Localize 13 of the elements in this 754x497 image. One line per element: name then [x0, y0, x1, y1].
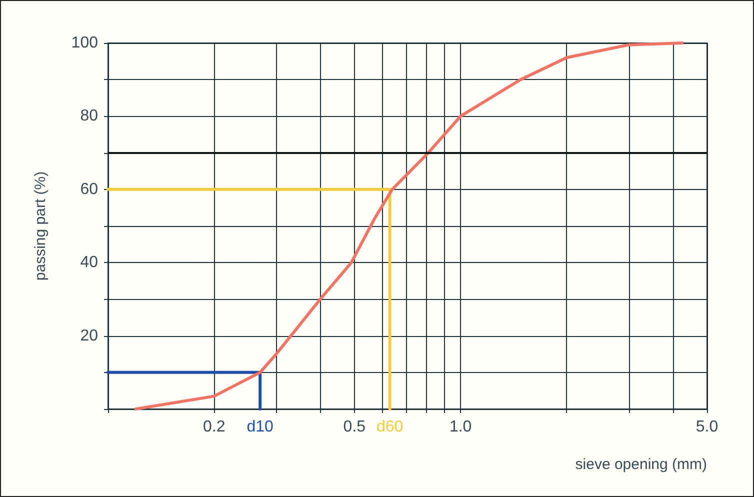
y-tick-label: 80 [80, 108, 98, 125]
series-label: d60 [376, 418, 404, 436]
x-tick-label: 0.5 [343, 418, 366, 436]
x-tick-label: 0.2 [203, 418, 226, 436]
y-tick-label: 100 [71, 34, 98, 52]
y-tick-label: 40 [80, 254, 98, 272]
y-tick-label: 20 [80, 327, 98, 344]
x-tick-label: 5.0 [696, 418, 718, 436]
x-axis-title: sieve opening (mm) [575, 456, 708, 473]
y-tick-label: 60 [80, 180, 98, 198]
series-label: d10 [246, 418, 274, 436]
y-axis-title: passing part (%) [32, 171, 49, 281]
x-tick-label: 1.0 [449, 418, 472, 436]
